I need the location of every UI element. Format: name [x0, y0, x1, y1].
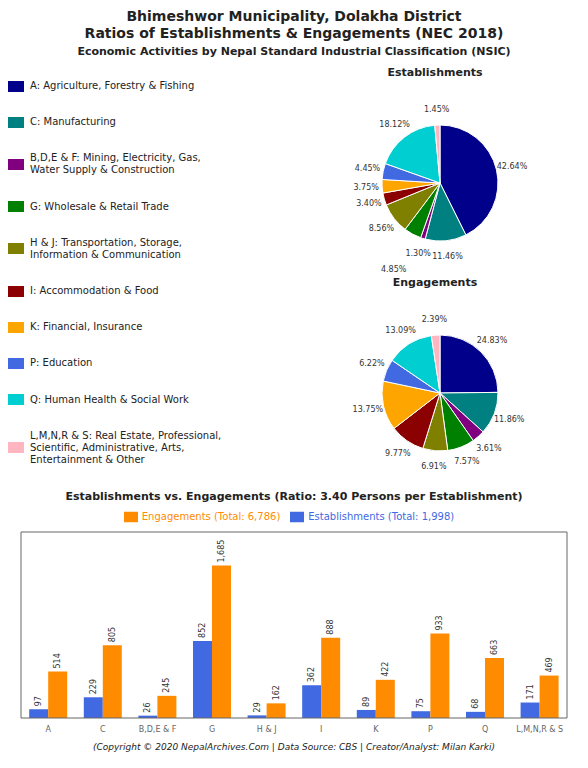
svg-text:42.64%: 42.64%	[497, 162, 528, 171]
html-text:Establishments: Establishments	[387, 66, 483, 79]
svg-text:3.40%: 3.40%	[356, 199, 382, 208]
svg-text:I: I	[320, 725, 322, 734]
svg-text:3.75%: 3.75%	[353, 183, 379, 192]
svg-text:1.45%: 1.45%	[424, 105, 450, 114]
svg-text:97: 97	[34, 696, 43, 706]
svg-text:6.91%: 6.91%	[421, 462, 447, 471]
svg-text:4.85%: 4.85%	[381, 265, 407, 274]
svg-text:13.09%: 13.09%	[385, 326, 416, 335]
svg-text:9.77%: 9.77%	[385, 449, 411, 458]
svg-text:933: 933	[435, 615, 444, 630]
html-text:G: Wholesale & Retail Trade: G: Wholesale & Retail Trade	[30, 200, 169, 212]
svg-text:75: 75	[416, 698, 425, 708]
svg-text:11.86%: 11.86%	[494, 415, 525, 424]
svg-text:13.75%: 13.75%	[353, 405, 384, 414]
svg-text:B,D,E & F: B,D,E & F	[139, 725, 177, 734]
svg-text:805: 805	[108, 627, 117, 642]
svg-text:7.57%: 7.57%	[454, 457, 480, 466]
svg-text:245: 245	[162, 678, 171, 693]
svg-text:11.46%: 11.46%	[432, 252, 463, 261]
svg-text:G: G	[209, 725, 215, 734]
svg-text:68: 68	[471, 699, 480, 709]
svg-text:C: C	[100, 725, 106, 734]
svg-text:3.61%: 3.61%	[476, 444, 502, 453]
html-text:P: Education: P: Education	[30, 357, 93, 369]
html-text:A: Agriculture, Forestry & Fis: A: Agriculture, Forestry & Fishing	[30, 80, 195, 92]
svg-text:229: 229	[89, 679, 98, 694]
svg-text:852: 852	[198, 623, 207, 638]
svg-text:362: 362	[307, 667, 316, 682]
svg-text:26: 26	[143, 702, 152, 712]
html-text:Bhimeshwor Municipality, Dolak: Bhimeshwor Municipality, Dolakha Distric…	[84, 8, 504, 41]
svg-text:422: 422	[381, 662, 390, 677]
svg-text:A: A	[46, 725, 52, 734]
html-text:K: Financial, Insurance: K: Financial, Insurance	[30, 321, 143, 333]
svg-text:8.56%: 8.56%	[369, 224, 395, 233]
html-text:L,M,N,R & S: Real Estate, Prof: L,M,N,R & S: Real Estate, Professional, …	[30, 429, 222, 465]
html-text:I: Accommodation & Food: I: Accommodation & Food	[30, 285, 159, 296]
svg-text:514: 514	[53, 653, 62, 668]
svg-text:K: K	[373, 725, 379, 734]
svg-text:18.12%: 18.12%	[379, 120, 410, 129]
html-text:B,D,E & F: Mining, Electricity: B,D,E & F: Mining, Electricity, Gas, Wat…	[30, 152, 201, 176]
html-text:Establishments vs. Engagements: Establishments vs. Engagements (Ratio: 3…	[65, 490, 523, 503]
html-text:Engagements (Total: 6,786): Engagements (Total: 6,786)	[141, 511, 281, 522]
svg-text:29: 29	[253, 702, 262, 712]
svg-text:1.30%: 1.30%	[405, 249, 431, 258]
svg-text:469: 469	[545, 657, 554, 672]
svg-text:Q: Q	[482, 725, 488, 734]
html-text:C: Manufacturing: C: Manufacturing	[30, 116, 116, 128]
svg-text:6.22%: 6.22%	[359, 359, 385, 368]
svg-text:L,M,N,R & S: L,M,N,R & S	[516, 725, 563, 734]
html-text:H & J: Transportation, Storage: H & J: Transportation, Storage, Informat…	[30, 236, 182, 260]
svg-text:2.39%: 2.39%	[422, 315, 448, 324]
svg-text:4.45%: 4.45%	[355, 164, 381, 173]
html-text:Economic Activities by Nepal S: Economic Activities by Nepal Standard In…	[77, 45, 511, 58]
svg-text:888: 888	[326, 619, 335, 634]
svg-text:1,685: 1,685	[217, 540, 226, 563]
svg-text:162: 162	[272, 685, 281, 700]
svg-text:H & J: H & J	[257, 725, 277, 734]
html-text:Establishments (Total: 1,998): Establishments (Total: 1,998)	[308, 511, 455, 522]
svg-text:89: 89	[362, 697, 371, 707]
html-text:Engagements: Engagements	[392, 276, 478, 289]
svg-text:P: P	[428, 725, 433, 734]
svg-text:171: 171	[526, 684, 535, 699]
html-text:(Copyright © 2020 NepalArchive: (Copyright © 2020 NepalArchives.Com | Da…	[93, 742, 495, 752]
svg-text:24.83%: 24.83%	[477, 336, 508, 345]
svg-text:663: 663	[490, 640, 499, 655]
html-text:Q: Human Health & Social Work: Q: Human Health & Social Work	[30, 393, 189, 405]
